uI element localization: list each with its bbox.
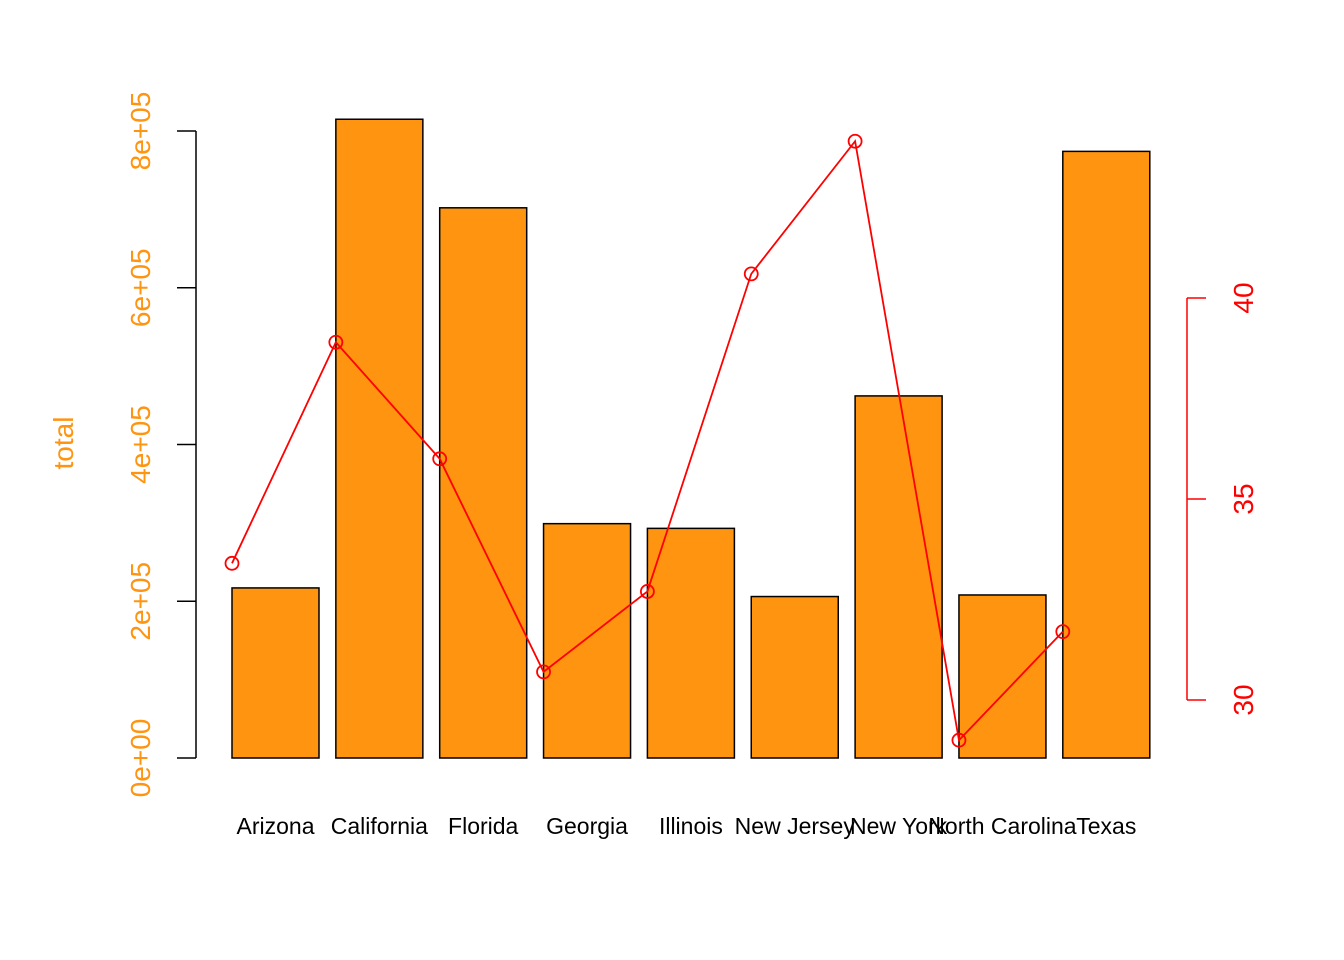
left-axis-tick-label: 8e+05: [125, 92, 156, 171]
x-tick-label-new-york: New York: [850, 813, 948, 839]
bar-arizona: [231, 587, 320, 759]
line-point-new-york: [847, 133, 863, 149]
x-tick-label-new-jersey: New Jersey: [735, 813, 856, 839]
bar-texas: [1062, 150, 1151, 759]
line-point-florida: [432, 451, 448, 467]
left-axis-tick-label: 2e+05: [125, 562, 156, 641]
line-point-georgia: [536, 664, 551, 680]
bar-new-york: [854, 395, 943, 759]
bar-illinois: [646, 527, 736, 759]
line-point-california: [328, 334, 344, 350]
x-tick-label-north-carolina: North Carolina: [928, 813, 1076, 839]
line-point-illinois: [640, 584, 655, 599]
x-tick-label-georgia: Georgia: [546, 813, 628, 839]
left-axis-tick-label: 0e+00: [125, 719, 156, 798]
x-tick-label-california: California: [331, 813, 428, 839]
x-axis-labels: Arizona California Florida Georgia Illinois N…: [237, 813, 1137, 839]
bar-florida: [438, 207, 528, 759]
line-point-arizona: [224, 555, 240, 571]
x-tick-label-illinois: Illinois: [659, 813, 723, 839]
line-point-north-carolina: [951, 732, 967, 748]
left-y-axis-label: total: [48, 417, 79, 470]
right-axis-tick-label: 35: [1228, 483, 1259, 514]
left-axis-tick-label: 4e+05: [125, 405, 156, 484]
line-layer: [224, 133, 1071, 748]
x-tick-label-florida: Florida: [448, 813, 519, 839]
line-series-path: [231, 139, 1064, 743]
line-point-new-jersey: [743, 266, 759, 282]
left-y-axis: 0e+00 2e+05 4e+05 6e+05 8e+05: [125, 92, 197, 798]
bar-georgia: [542, 522, 632, 759]
bar-new-jersey: [750, 595, 839, 759]
bars-layer: [231, 118, 1151, 759]
right-y-axis: 30 35 40: [1186, 282, 1259, 716]
right-axis-tick-label: 30: [1228, 684, 1259, 715]
right-axis-tick-label: 40: [1228, 282, 1259, 313]
line-point-texas: [1055, 624, 1071, 640]
x-tick-label-texas: Texas: [1076, 813, 1136, 839]
bar-north-carolina: [958, 594, 1047, 759]
bar-california: [335, 118, 424, 759]
x-tick-label-arizona: Arizona: [237, 813, 315, 839]
left-axis-tick-label: 6e+05: [125, 248, 156, 327]
